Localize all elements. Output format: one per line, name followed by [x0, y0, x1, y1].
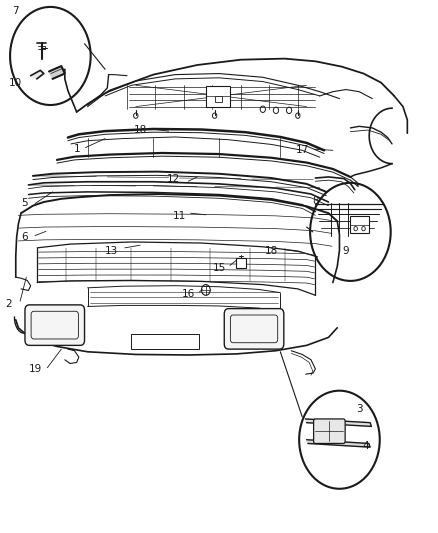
Text: 2: 2: [5, 299, 12, 309]
Text: 19: 19: [28, 365, 42, 374]
Text: 9: 9: [343, 246, 350, 255]
Bar: [350, 216, 369, 233]
Bar: [131, 334, 199, 349]
Text: 7: 7: [12, 6, 19, 15]
Bar: [215, 96, 222, 102]
Text: 12: 12: [166, 174, 180, 183]
Polygon shape: [307, 440, 370, 447]
Text: 18: 18: [134, 125, 147, 135]
Text: 16: 16: [182, 289, 195, 299]
Text: 10: 10: [9, 78, 22, 87]
Text: 3: 3: [356, 404, 363, 414]
FancyBboxPatch shape: [314, 419, 345, 443]
FancyBboxPatch shape: [25, 305, 85, 345]
Text: 4: 4: [362, 441, 369, 451]
Bar: [206, 86, 230, 107]
Text: 18: 18: [265, 246, 278, 255]
Text: 13: 13: [105, 246, 118, 255]
Polygon shape: [305, 419, 371, 426]
Text: 15: 15: [212, 263, 226, 272]
Text: 8: 8: [312, 197, 319, 206]
Text: 11: 11: [173, 211, 186, 221]
Bar: [236, 258, 246, 268]
Text: 5: 5: [21, 198, 28, 207]
Polygon shape: [49, 66, 65, 79]
Text: 17: 17: [296, 146, 309, 155]
FancyBboxPatch shape: [224, 309, 284, 349]
Text: 1: 1: [73, 144, 80, 154]
Text: 6: 6: [21, 232, 28, 242]
Polygon shape: [31, 70, 44, 79]
